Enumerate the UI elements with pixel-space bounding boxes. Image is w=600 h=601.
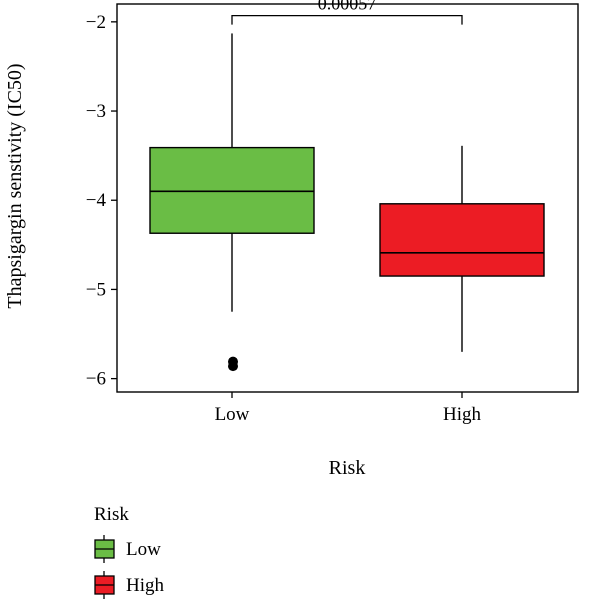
y-tick-label: −6	[86, 369, 106, 390]
y-tick-label: −5	[86, 279, 106, 300]
p-value-label: 0.00057	[318, 0, 377, 14]
y-axis-title: Thapsigargin senstivity (IC50)	[4, 63, 26, 308]
box-series	[149, 33, 545, 372]
outlier-point	[228, 361, 238, 372]
iqr-box	[149, 146, 315, 234]
legend-item-high: High	[94, 571, 165, 599]
x-tick-label: High	[443, 404, 482, 425]
comparison-bracket: 0.00057	[231, 0, 463, 25]
legend-item-low: Low	[94, 535, 161, 563]
legend-label: High	[126, 575, 165, 596]
legend-title: Risk	[94, 504, 129, 525]
y-tick-label: −3	[86, 101, 106, 122]
legend-label: Low	[126, 539, 161, 560]
iqr-box	[379, 203, 545, 277]
x-axis-title: Risk	[329, 457, 366, 479]
box-high	[379, 145, 545, 352]
plot-axes: −2 −3 −4 −5 −6 Low High	[86, 3, 579, 425]
plot-frame	[116, 3, 579, 393]
bracket-line	[231, 14, 463, 25]
x-tick-label: Low	[215, 404, 250, 425]
legend: Risk Low High	[94, 504, 165, 599]
y-tick-label: −4	[86, 190, 107, 211]
y-tick-label: −2	[86, 12, 106, 33]
box-low	[149, 33, 315, 372]
